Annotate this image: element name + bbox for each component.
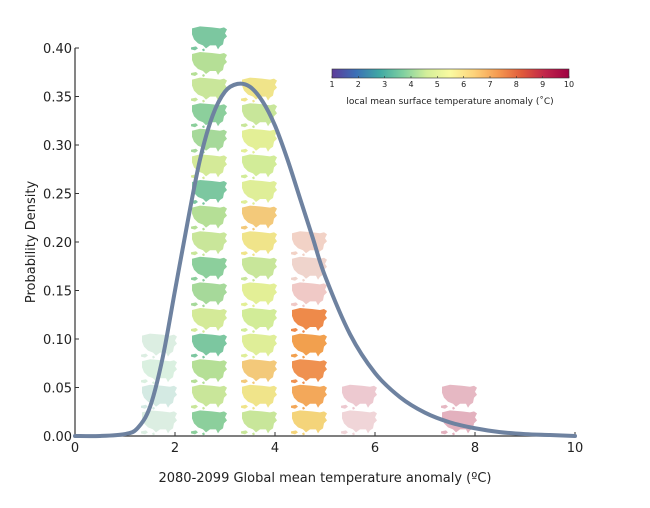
us-map-thumbnail bbox=[291, 333, 327, 359]
us-map-thumbnail bbox=[241, 308, 277, 333]
colorbar-tick-label: 5 bbox=[435, 80, 440, 89]
us-map-thumbnail bbox=[191, 384, 227, 410]
colorbar-tick-label: 2 bbox=[356, 80, 361, 89]
us-map-thumbnail bbox=[241, 128, 277, 154]
us-map-thumbnail bbox=[241, 359, 277, 385]
colorbar-tick-label: 3 bbox=[382, 80, 387, 89]
x-tick-label: 4 bbox=[271, 441, 279, 456]
x-tick-label: 10 bbox=[567, 441, 584, 456]
us-map-thumbnail bbox=[291, 384, 327, 410]
us-map-thumbnail bbox=[191, 231, 227, 257]
us-map-thumbnail bbox=[191, 26, 227, 52]
us-map-thumbnail bbox=[291, 410, 327, 436]
x-tick-label: 8 bbox=[471, 441, 479, 456]
colorbar-title: local mean surface temperature anomaly (… bbox=[346, 96, 553, 107]
us-map-thumbnail bbox=[441, 384, 477, 410]
colorbar-tick-label: 10 bbox=[564, 80, 574, 89]
us-map-thumbnail bbox=[191, 359, 227, 385]
y-tick-label: 0.00 bbox=[43, 430, 72, 445]
us-map-thumbnail bbox=[241, 231, 277, 257]
us-map-thumbnail bbox=[191, 333, 227, 359]
x-tick-label: 0 bbox=[71, 441, 79, 456]
us-map-thumbnail bbox=[241, 410, 277, 436]
us-map-thumbnail bbox=[341, 410, 377, 436]
us-map-thumbnail bbox=[141, 384, 177, 410]
us-map-thumbnail bbox=[291, 359, 327, 385]
us-map-thumbnail bbox=[341, 384, 377, 410]
us-map-thumbnail bbox=[241, 333, 277, 359]
us-map-thumbnail bbox=[291, 308, 327, 333]
y-tick-label: 0.05 bbox=[43, 382, 72, 397]
us-map-thumbnail bbox=[141, 333, 177, 359]
y-tick-label: 0.40 bbox=[43, 42, 72, 57]
y-tick-label: 0.25 bbox=[43, 188, 72, 203]
us-map-thumbnail bbox=[191, 256, 227, 282]
colorbar-tick-label: 1 bbox=[329, 80, 334, 89]
y-tick-label: 0.20 bbox=[43, 236, 72, 251]
us-map-thumbnail bbox=[291, 282, 327, 308]
y-tick-label: 0.10 bbox=[43, 333, 72, 348]
colorbar-tick-label: 7 bbox=[487, 80, 492, 89]
colorbar-tick-label: 4 bbox=[408, 80, 413, 89]
us-map-thumbnail bbox=[191, 282, 227, 308]
us-map-thumbnail bbox=[241, 282, 277, 308]
colorbar-gradient bbox=[331, 68, 570, 79]
y-tick-label: 0.30 bbox=[43, 139, 72, 154]
us-map-thumbnail bbox=[241, 154, 277, 180]
y-tick-label: 0.15 bbox=[43, 285, 72, 300]
x-tick-label: 2 bbox=[171, 441, 179, 456]
us-map-thumbnail bbox=[191, 52, 227, 77]
colorbar-tick-label: 8 bbox=[514, 80, 519, 89]
us-map-thumbnail bbox=[241, 256, 277, 282]
us-map-thumbnail bbox=[241, 180, 277, 205]
us-map-thumbnail bbox=[241, 205, 277, 231]
us-map-thumbnail bbox=[191, 205, 227, 231]
us-map-thumbnail bbox=[191, 308, 227, 333]
x-tick-label: 6 bbox=[371, 441, 379, 456]
density-curve bbox=[73, 81, 577, 439]
us-map-thumbnail bbox=[191, 410, 227, 436]
x-axis-title: 2080-2099 Global mean temperature anomal… bbox=[158, 471, 491, 486]
colorbar-tick-label: 6 bbox=[461, 80, 466, 89]
colorbar-tick-label: 9 bbox=[540, 80, 545, 89]
us-map-thumbnail bbox=[291, 231, 327, 257]
y-tick-label: 0.35 bbox=[43, 91, 72, 106]
us-map-thumbnail bbox=[241, 384, 277, 410]
y-axis-title: Probability Density bbox=[24, 181, 39, 304]
axes: 0 2 4 6 8 10 0.00 0.05 0.10 0.15 0.20 0.25 0.30 0.35 0… bbox=[43, 42, 583, 456]
colorbar: local mean surface temperature anomaly (… bbox=[329, 68, 574, 107]
